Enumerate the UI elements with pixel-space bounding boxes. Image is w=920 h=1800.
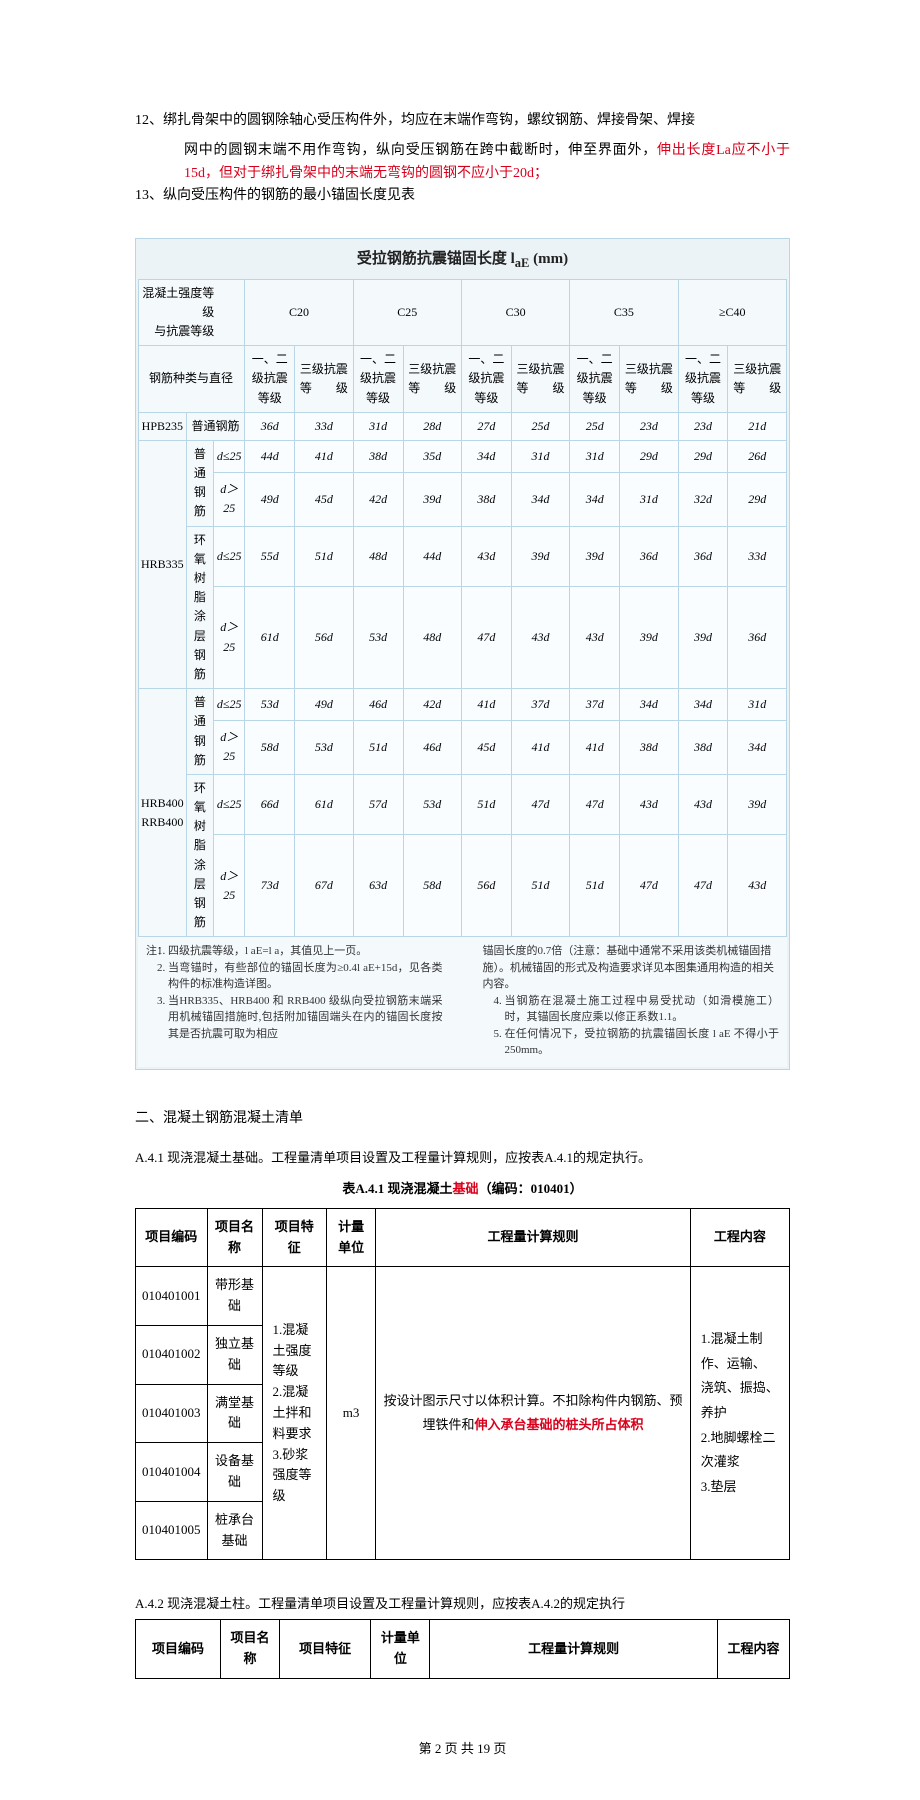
para-a41: A.4.1 现浇混凝土基础。工程量清单项目设置及工程量计算规则，应按表A.4.1…	[135, 1148, 790, 1169]
note-left-3: 当HRB335、HRB400 和 RRB400 级纵向受拉钢筋末端采用机械锚固措…	[168, 993, 443, 1043]
t2r3c1: 010401003	[136, 1384, 208, 1443]
sub-a-2: 一、二级抗震等级	[353, 346, 403, 413]
t2-h4: 计量单位	[326, 1208, 375, 1267]
sub-b-2: 三级抗震等 级	[403, 346, 461, 413]
sub-b-5: 三级抗震等 级	[728, 346, 787, 413]
t3-h5: 工程量计算规则	[430, 1620, 718, 1679]
anchoring-table-container: 受拉钢筋抗震锚固长度 laE (mm) 混凝土强度等级 与抗震等级 C20 C2…	[135, 238, 790, 1070]
table-a41: 项目编码 项目名称 项目特征 计量单位 工程量计算规则 工程内容 0104010…	[135, 1208, 790, 1561]
t2-h1: 项目编码	[136, 1208, 208, 1267]
t2-unit: m3	[326, 1267, 375, 1560]
anchoring-table: 混凝土强度等级 与抗震等级 C20 C25 C30 C35 ≥C40 钢筋种类与…	[138, 279, 787, 938]
sub-b-4: 三级抗震等 级	[620, 346, 678, 413]
hdr-c20: C20	[245, 279, 353, 346]
t2-content: 1.混凝土制作、运输、 浇筑、振捣、养护 2.地脚螺栓二次灌浆 3.垫层	[690, 1267, 789, 1560]
t2r5c1: 010401005	[136, 1501, 208, 1560]
t2-feature: 1.混凝土强度 等级 2.混凝土拌和 料要求 3.砂浆强度等 级	[262, 1267, 326, 1560]
hdr-corner-bot: 钢筋种类与直径	[139, 346, 245, 413]
t3-h2: 项目名称	[221, 1620, 280, 1679]
t2-h3: 项目特征	[262, 1208, 326, 1267]
sub-a-5: 一、二级抗震等级	[678, 346, 728, 413]
t2r4c1: 010401004	[136, 1443, 208, 1502]
note-right-1: 锚固长度的0.7倍（注意：基础中通常不采用该类机械锚固措施）。机械锚固的形式及构…	[483, 943, 780, 993]
section2-title: 二、混凝土钢筋混凝土清单	[135, 1108, 790, 1130]
note-right-2: 当钢筋在混凝土施工过程中易受扰动（如滑模施工）时，其锚固长度应乘以修正系数1.1…	[505, 993, 780, 1026]
item12-text: 12、绑扎骨架中的圆钢除轴心受压构件外，均应在末端作弯钩，螺纹钢筋、焊接骨架、焊…	[135, 113, 695, 128]
table-a42: 项目编码 项目名称 项目特征 计量单位 工程量计算规则 工程内容	[135, 1619, 790, 1679]
t2r3c2: 满堂基础	[207, 1384, 262, 1443]
list-item-13: 13、纵向受压构件的钢筋的最小锚固长度见表	[135, 185, 790, 207]
list-item-12: 12、绑扎骨架中的圆钢除轴心受压构件外，均应在末端作弯钩，螺纹钢筋、焊接骨架、焊…	[135, 110, 790, 132]
para-a42: A.4.2 现浇混凝土柱。工程量清单项目设置及工程量计算规则，应按表A.4.2的…	[135, 1594, 790, 1615]
sub-b-1: 三级抗震等 级	[295, 346, 353, 413]
hdr-c30: C30	[461, 279, 569, 346]
table1-notes: 注： 四级抗震等级，l aE=l a，其值见上一页。 当弯锚时，有些部位的锚固长…	[138, 937, 787, 1067]
t2-h6: 工程内容	[690, 1208, 789, 1267]
hdr-c25: C25	[353, 279, 461, 346]
t3-h1: 项目编码	[136, 1620, 221, 1679]
list-item-12-cont: 网中的圆钢末端不用作弯钩，纵向受压钢筋在跨中截断时，伸至界面外，伸出长度La应不…	[135, 140, 790, 185]
t2-h2: 项目名称	[207, 1208, 262, 1267]
t3-h6: 工程内容	[718, 1620, 790, 1679]
hdr-c40: ≥C40	[678, 279, 786, 346]
t2-h5: 工程量计算规则	[376, 1208, 690, 1267]
hdr-c35: C35	[570, 279, 678, 346]
sub-a-3: 一、二级抗震等级	[461, 346, 511, 413]
t2-rule: 按设计图示尺寸以体积计算。不扣除构件内钢筋、预埋铁件和伸入承台基础的桩头所占体积	[376, 1267, 690, 1560]
sub-a-4: 一、二级抗震等级	[570, 346, 620, 413]
t2r1c1: 010401001	[136, 1267, 208, 1326]
caption-a41: 表A.4.1 现浇混凝土基础（编码：010401）	[135, 1179, 790, 1200]
t3-h3: 项目特征	[279, 1620, 371, 1679]
sub-a-1: 一、二级抗震等级	[245, 346, 295, 413]
page-footer: 第 2 页 共 19 页	[135, 1739, 790, 1760]
note-left-1: 四级抗震等级，l aE=l a，其值见上一页。	[168, 943, 443, 960]
t3-h4: 计量单位	[371, 1620, 430, 1679]
table1-title: 受拉钢筋抗震锚固长度 laE (mm)	[138, 241, 787, 279]
sub-b-3: 三级抗震等 级	[511, 346, 569, 413]
t2r4c2: 设备基础	[207, 1443, 262, 1502]
t2r1c2: 带形基础	[207, 1267, 262, 1326]
t2r5c2: 桩承台基础	[207, 1501, 262, 1560]
t2r2c1: 010401002	[136, 1326, 208, 1385]
item12-cont-a: 网中的圆钢末端不用作弯钩，纵向受压钢筋在跨中截断时，伸至界面外，	[184, 143, 657, 158]
hdr-corner-top: 混凝土强度等级 与抗震等级	[139, 279, 245, 346]
t2r2c2: 独立基础	[207, 1326, 262, 1385]
note-right-3: 在任何情况下，受拉钢筋的抗震锚固长度 l aE 不得小于250mm。	[505, 1026, 780, 1059]
note-left-2: 当弯锚时，有些部位的锚固长度为≥0.4l aE+15d，见各类构件的标准构造详图…	[168, 960, 443, 993]
